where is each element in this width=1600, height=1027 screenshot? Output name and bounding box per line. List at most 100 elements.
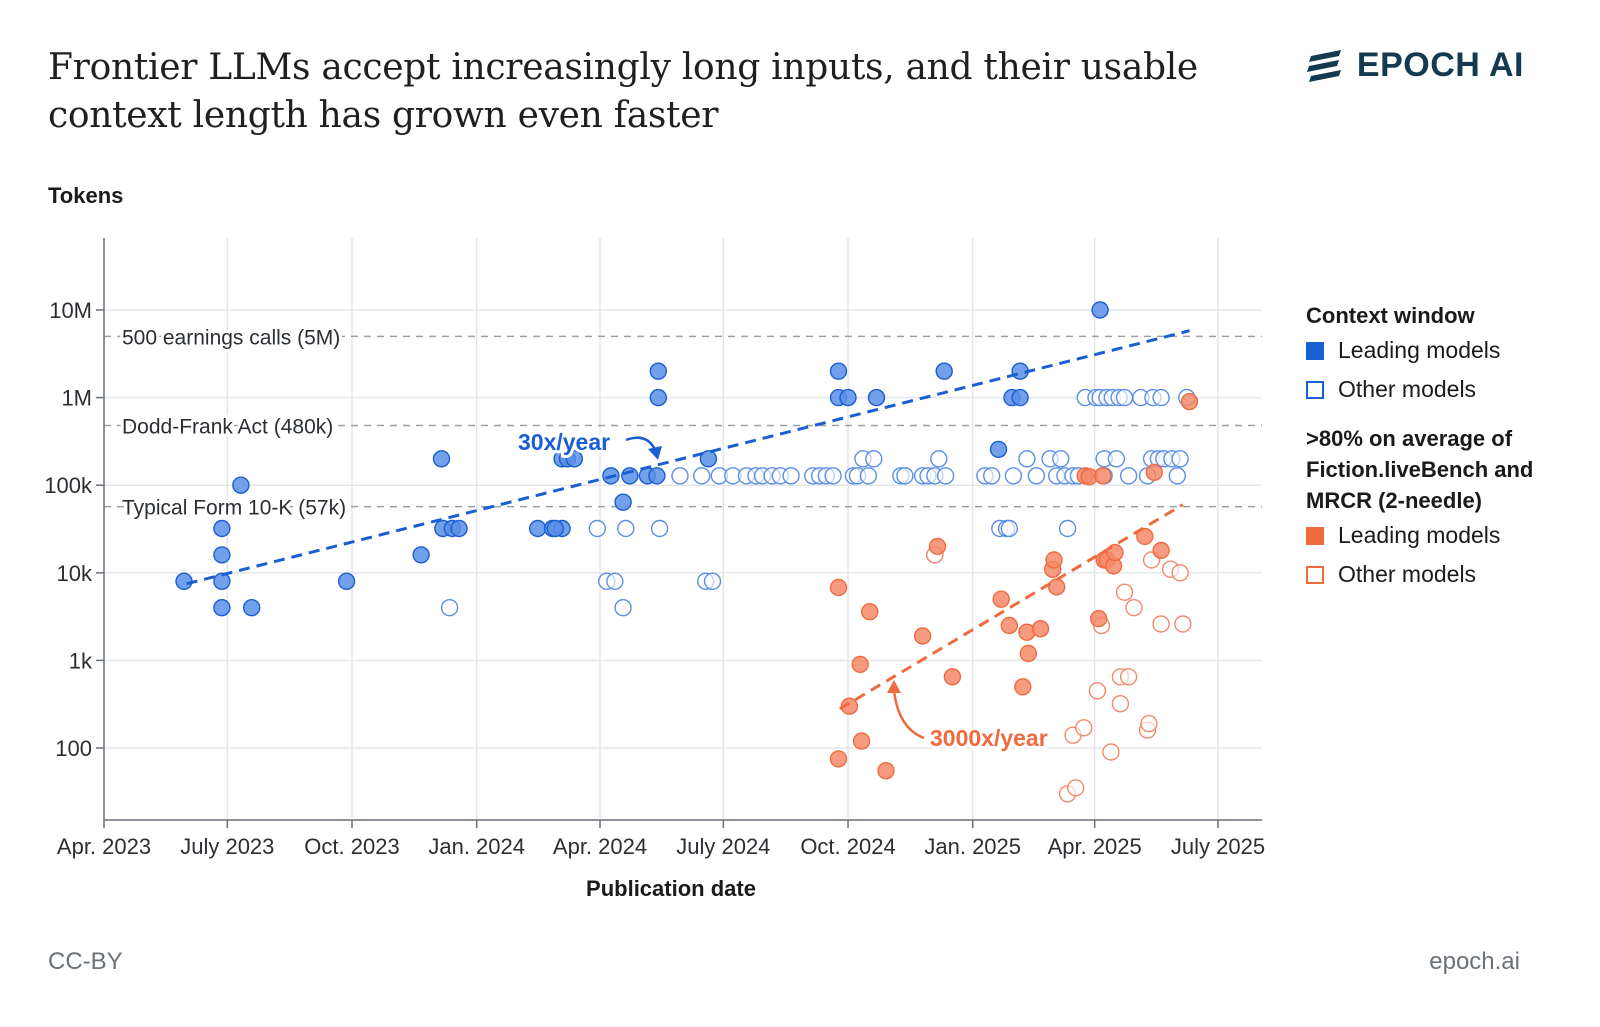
- orange-outline-swatch-icon: [1306, 565, 1324, 584]
- context-other-point: [671, 467, 689, 485]
- usable-leading-point: [1152, 541, 1170, 560]
- usable-leading-point: [851, 655, 869, 674]
- context-other-point: [693, 467, 711, 485]
- usable-leading-point: [877, 762, 895, 780]
- x-tick-label: Jan. 2024: [428, 834, 525, 859]
- usable-leading-point: [1136, 527, 1154, 546]
- context-leading-point: [337, 572, 356, 590]
- context-other-point: [1115, 388, 1134, 407]
- arrowhead-context-icon: [648, 446, 662, 460]
- context-other-point: [1000, 519, 1018, 538]
- orange-filled-swatch-icon: [1306, 526, 1324, 545]
- usable-other-point: [1075, 719, 1093, 737]
- blue-filled-swatch-icon: [1306, 341, 1324, 360]
- context-other-point: [1152, 388, 1170, 407]
- context-other-point: [1004, 467, 1023, 485]
- legend-item-usable-leading[interactable]: Leading models: [1306, 516, 1596, 555]
- site-link[interactable]: epoch.ai: [1429, 948, 1520, 975]
- series-usable-leading: [829, 392, 1199, 780]
- x-tick-label: Oct. 2024: [800, 834, 895, 859]
- legend: Context window Leading models Other mode…: [1306, 300, 1596, 594]
- epoch-logo-icon: [1306, 49, 1341, 82]
- usable-leading-point: [1145, 463, 1164, 482]
- context-leading-point: [935, 362, 953, 380]
- arrowhead-usable-icon: [887, 680, 901, 693]
- usable-leading-point: [1031, 620, 1050, 638]
- x-tick-label: Jan. 2025: [924, 834, 1021, 859]
- legend-label: Leading models: [1338, 522, 1501, 548]
- context-leading-point: [839, 388, 857, 407]
- context-other-point: [1052, 450, 1070, 468]
- context-other-point: [614, 599, 632, 617]
- context-leading-point: [432, 450, 451, 468]
- brand-logo[interactable]: EPOCH AI: [1305, 46, 1524, 85]
- y-tick-label: 100k: [44, 473, 93, 498]
- usable-leading-point: [913, 627, 932, 645]
- reference-line-label: Dodd-Frank Act (480k): [122, 416, 333, 439]
- usable-other-point: [1152, 615, 1170, 633]
- context-other-point: [1027, 467, 1046, 485]
- x-tick-label: July 2023: [180, 834, 274, 859]
- x-tick-label: Oct. 2023: [304, 834, 399, 859]
- legend-item-context-other[interactable]: Other models: [1306, 370, 1596, 409]
- usable-leading-point: [928, 537, 947, 556]
- context-other-point: [859, 467, 878, 485]
- context-other-point: [782, 467, 800, 485]
- usable-leading-point: [1014, 678, 1032, 696]
- context-other-point: [606, 572, 624, 590]
- context-leading-point: [412, 546, 430, 564]
- y-tick-label: 1k: [69, 648, 93, 673]
- legend-label: Other models: [1338, 561, 1477, 587]
- legend-label: Leading models: [1338, 337, 1501, 363]
- legend-item-context-leading[interactable]: Leading models: [1306, 331, 1596, 370]
- context-leading-point: [213, 546, 231, 564]
- context-leading-point: [213, 519, 231, 538]
- usable-other-point: [1171, 564, 1189, 582]
- y-tick-label: 1M: [61, 386, 92, 411]
- usable-other-point: [1125, 599, 1143, 617]
- legend-title-context: Context window: [1306, 303, 1475, 328]
- usable-other-point: [1088, 682, 1107, 700]
- context-leading-point: [232, 476, 250, 494]
- context-leading-point: [989, 440, 1008, 459]
- blue-outline-swatch-icon: [1306, 380, 1324, 399]
- context-leading-point: [649, 362, 667, 380]
- context-leading-point: [213, 599, 231, 617]
- context-leading-point: [829, 362, 848, 380]
- legend-label: Other models: [1338, 376, 1477, 402]
- legend-item-usable-other[interactable]: Other models: [1306, 555, 1596, 594]
- license-label: CC-BY: [48, 948, 123, 975]
- x-tick-label: Apr. 2025: [1048, 834, 1142, 859]
- x-tick-label: Apr. 2023: [57, 834, 151, 859]
- context-leading-point: [529, 519, 547, 538]
- context-leading-point: [648, 467, 666, 485]
- context-other-point: [824, 467, 842, 485]
- chart-title: Frontier LLMs accept increasingly long i…: [48, 47, 1198, 136]
- trend-arrow-usable: [892, 689, 925, 740]
- usable-leading-point: [1180, 392, 1199, 411]
- usable-leading-point: [1019, 644, 1038, 663]
- context-other-point: [983, 467, 1001, 485]
- context-leading-point: [213, 572, 231, 590]
- usable-other-point: [1174, 615, 1192, 633]
- context-leading-point: [621, 467, 639, 485]
- context-other-point: [440, 599, 459, 617]
- context-other-point: [865, 450, 883, 468]
- context-leading-point: [546, 519, 564, 538]
- context-other-point: [588, 519, 606, 538]
- usable-leading-point: [861, 603, 879, 621]
- trend-label-usable: 3000x/year: [930, 725, 1048, 751]
- context-leading-point: [565, 450, 583, 468]
- context-other-point: [1018, 450, 1036, 468]
- usable-leading-point: [1094, 467, 1112, 485]
- reference-line-label: Typical Form 10-K (57k): [122, 497, 346, 520]
- usable-leading-point: [829, 750, 848, 768]
- context-other-point: [650, 519, 669, 538]
- usable-other-point: [1111, 695, 1130, 713]
- y-axis-label: Tokens: [48, 183, 124, 208]
- series-context-leading: [175, 301, 1109, 617]
- context-leading-point: [649, 388, 667, 407]
- context-other-point: [1107, 450, 1126, 468]
- usable-leading-point: [992, 590, 1010, 608]
